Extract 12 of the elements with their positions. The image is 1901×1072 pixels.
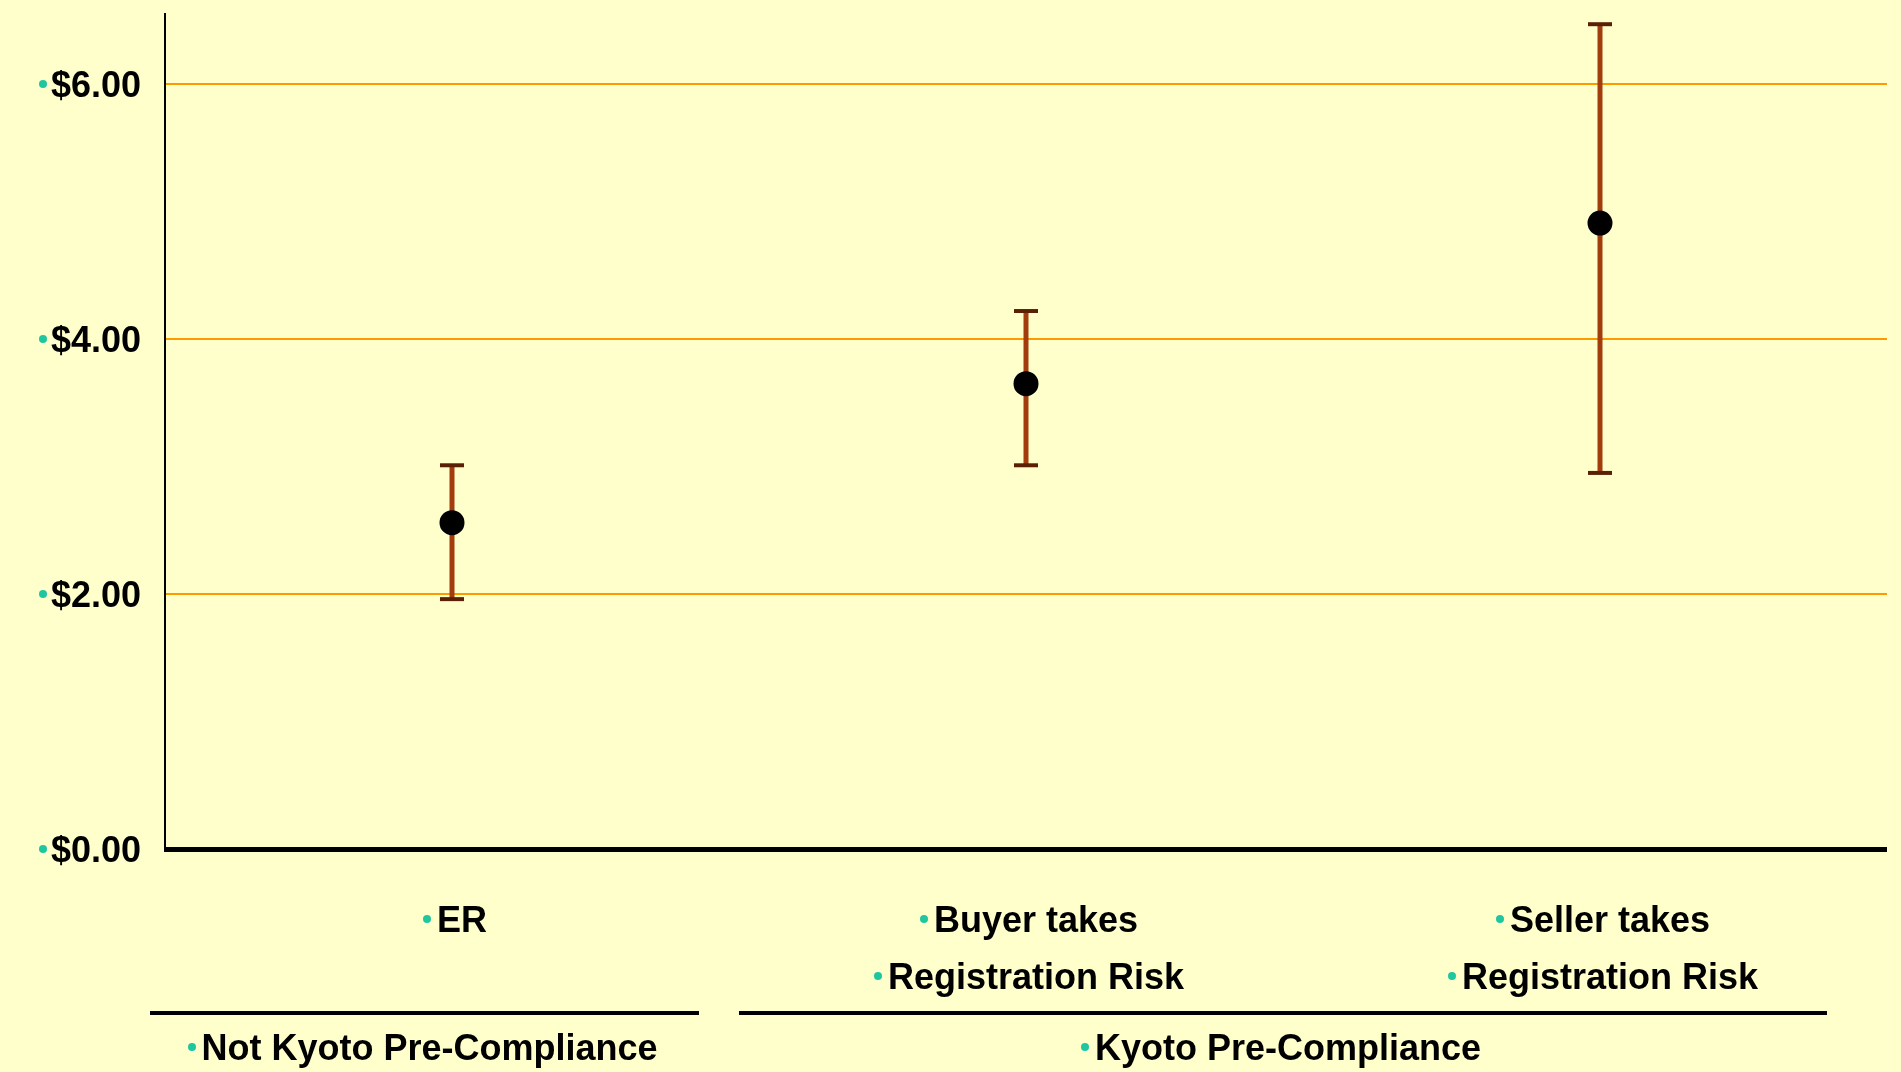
point — [1013, 371, 1039, 397]
point — [1587, 210, 1613, 236]
text: Not Kyoto Pre-Compliance — [201, 1026, 658, 1070]
y-tick-label: $6.00 — [51, 63, 142, 108]
x-tick-label: Seller takes Registration Risk — [1462, 898, 1759, 999]
y-tick-label: $0.00 — [51, 828, 142, 872]
point — [439, 510, 465, 536]
y-tick-label: $4.00 — [51, 318, 142, 363]
text: Kyoto Pre-Compliance — [1095, 1026, 1482, 1070]
x-tick-label: Buyer takes Registration Risk — [888, 898, 1185, 999]
y-tick-label: $2.00 — [51, 573, 142, 618]
x-tick-label: ER — [437, 898, 488, 942]
